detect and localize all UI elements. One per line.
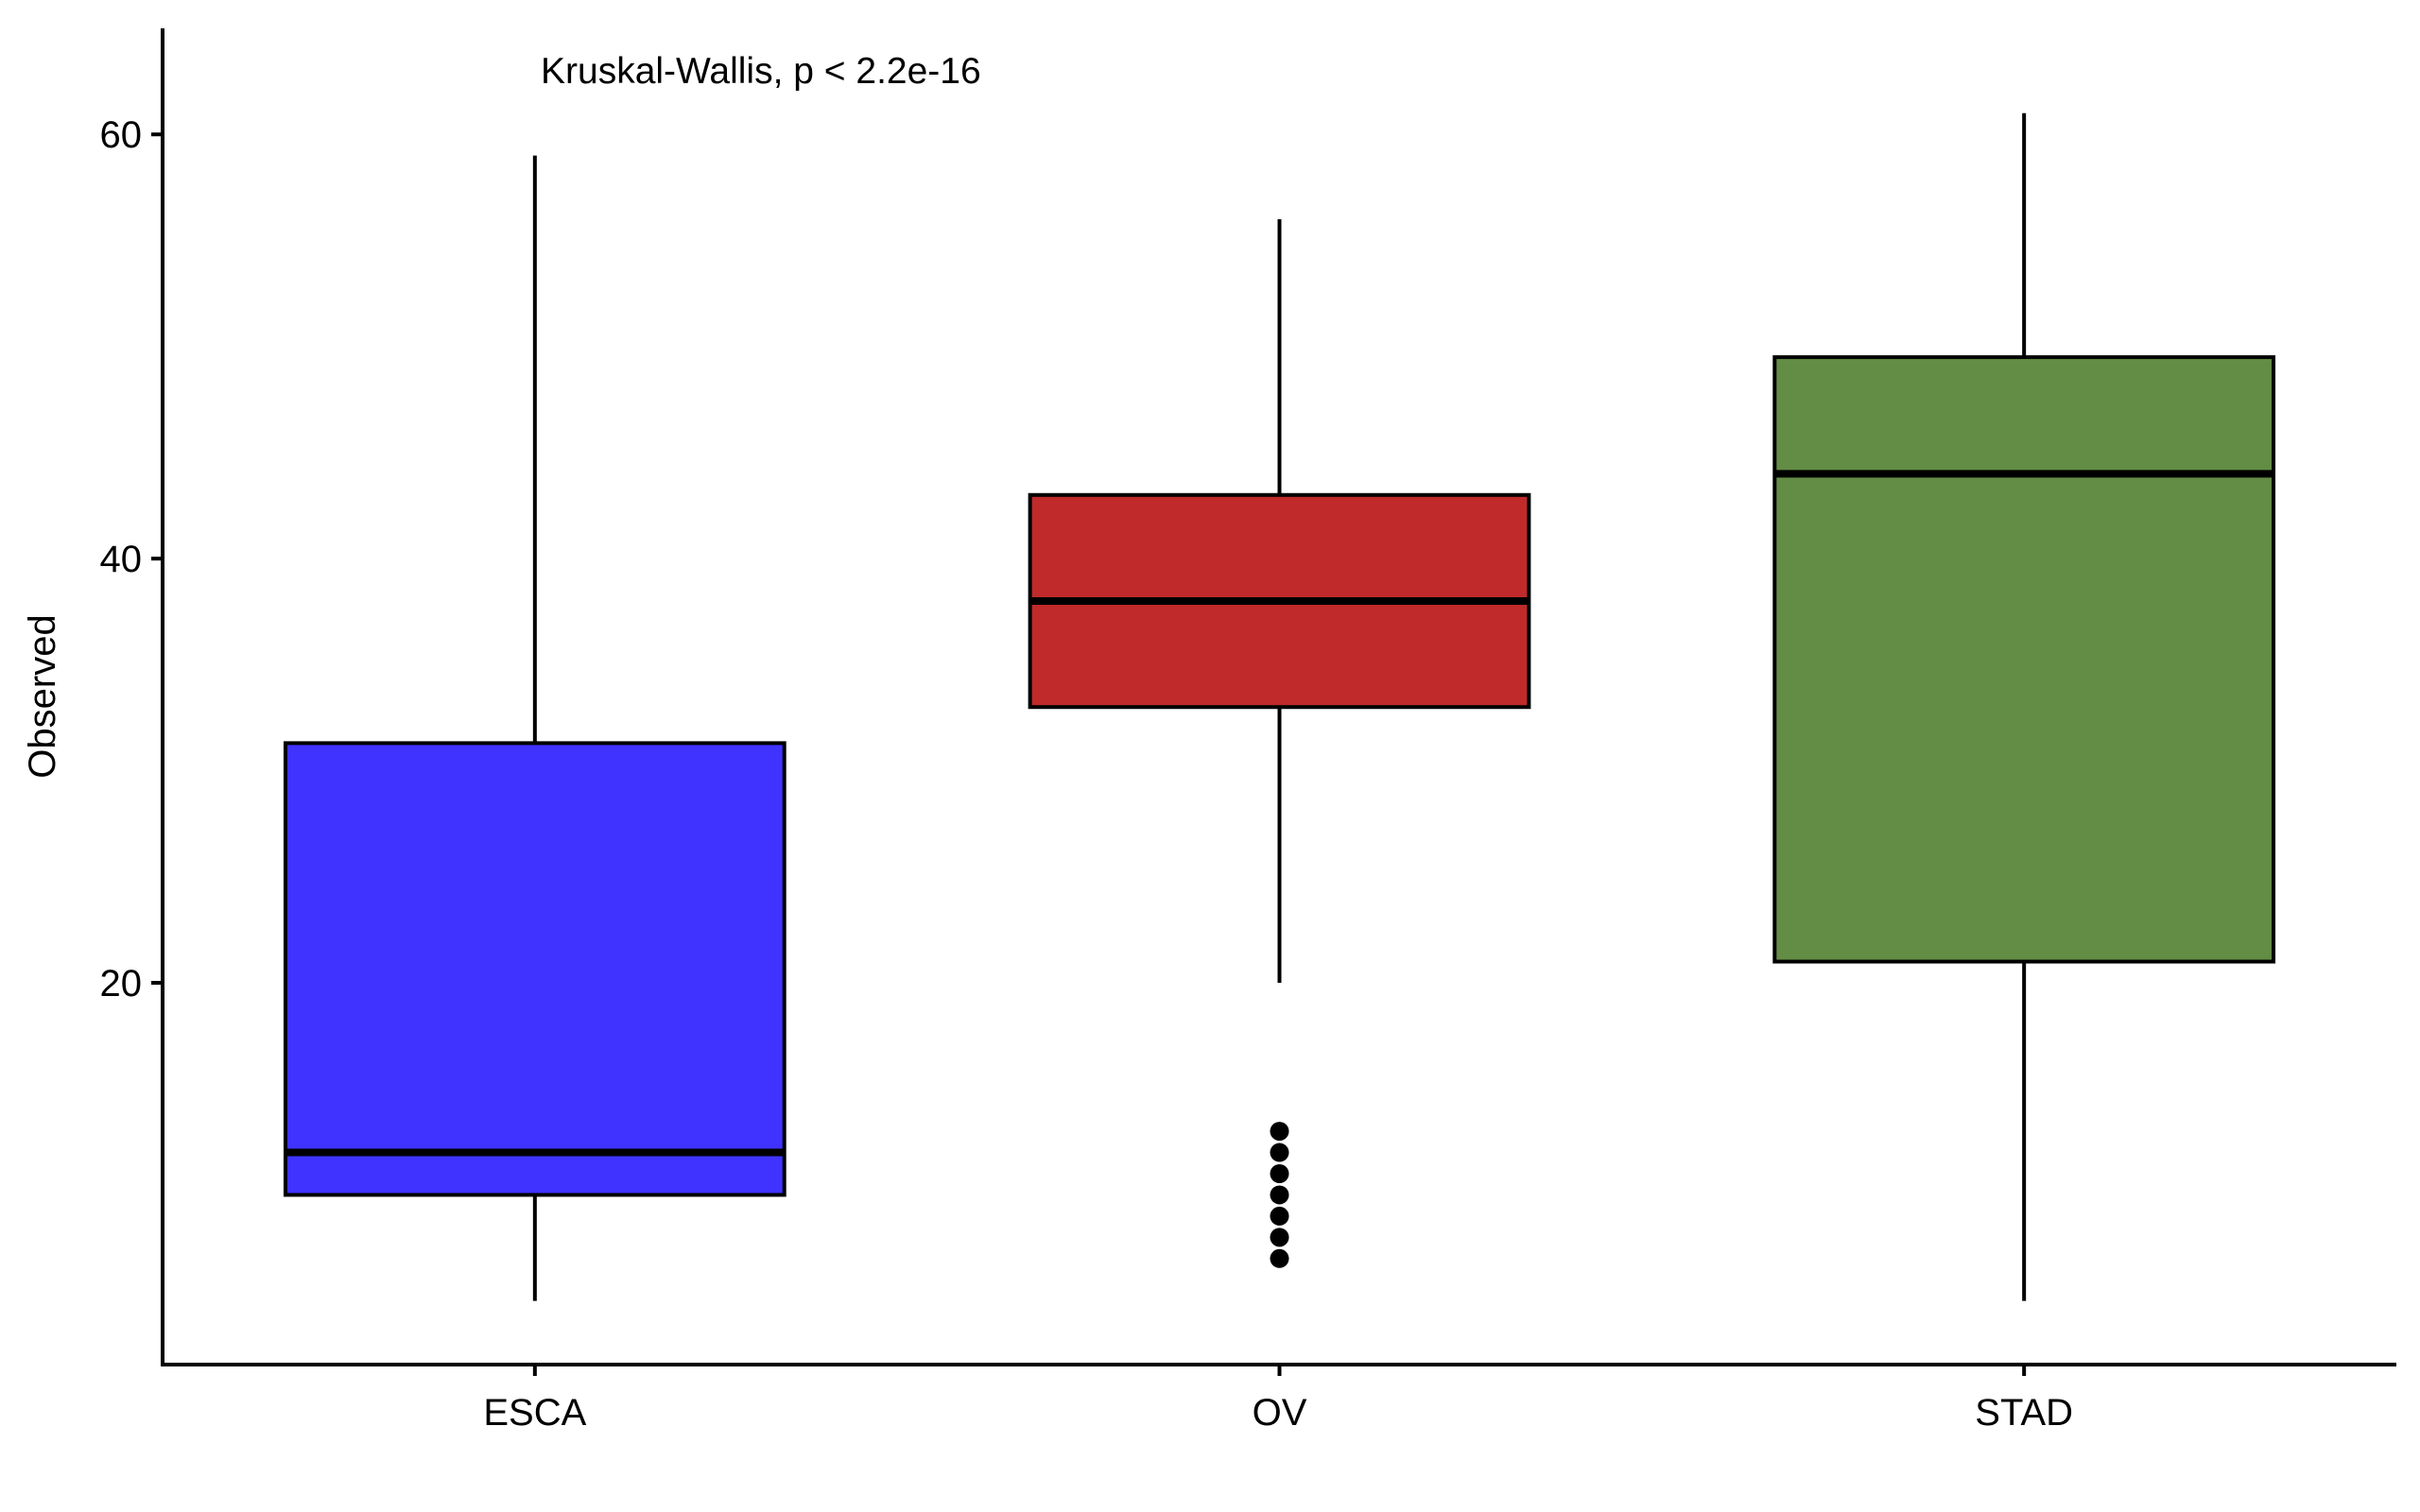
axes: 20 40 60 ESCA OV STAD Observed — [22, 28, 2396, 1434]
x-tick-label: OV — [1253, 1392, 1307, 1434]
box-iqr — [1772, 354, 2276, 964]
y-axis-title: Observed — [22, 614, 63, 778]
x-tick-label: STAD — [1975, 1392, 2073, 1434]
box-group-esca — [283, 155, 786, 1301]
x-tick-label: ESCA — [483, 1392, 586, 1434]
y-tick-label: 40 — [100, 539, 143, 580]
outlier-point — [1270, 1228, 1289, 1247]
outlier-point — [1270, 1164, 1289, 1183]
box-iqr — [283, 741, 786, 1197]
outlier-point — [1270, 1185, 1289, 1205]
outlier-point — [1270, 1248, 1289, 1268]
kruskal-wallis-annotation: Kruskal-Wallis, p < 2.2e-16 — [541, 51, 981, 92]
x-axis-ticks: ESCA OV STAD — [483, 1365, 2073, 1434]
outlier-point — [1270, 1143, 1289, 1162]
y-tick-label: 20 — [100, 963, 143, 1005]
y-tick-label: 60 — [100, 114, 143, 156]
outlier-point — [1270, 1206, 1289, 1226]
box-group-stad — [1772, 112, 2276, 1301]
box-group-ov — [1028, 219, 1531, 1268]
outlier-point — [1270, 1122, 1289, 1142]
plot-area — [283, 112, 2276, 1301]
y-axis-ticks: 20 40 60 — [100, 114, 163, 1005]
